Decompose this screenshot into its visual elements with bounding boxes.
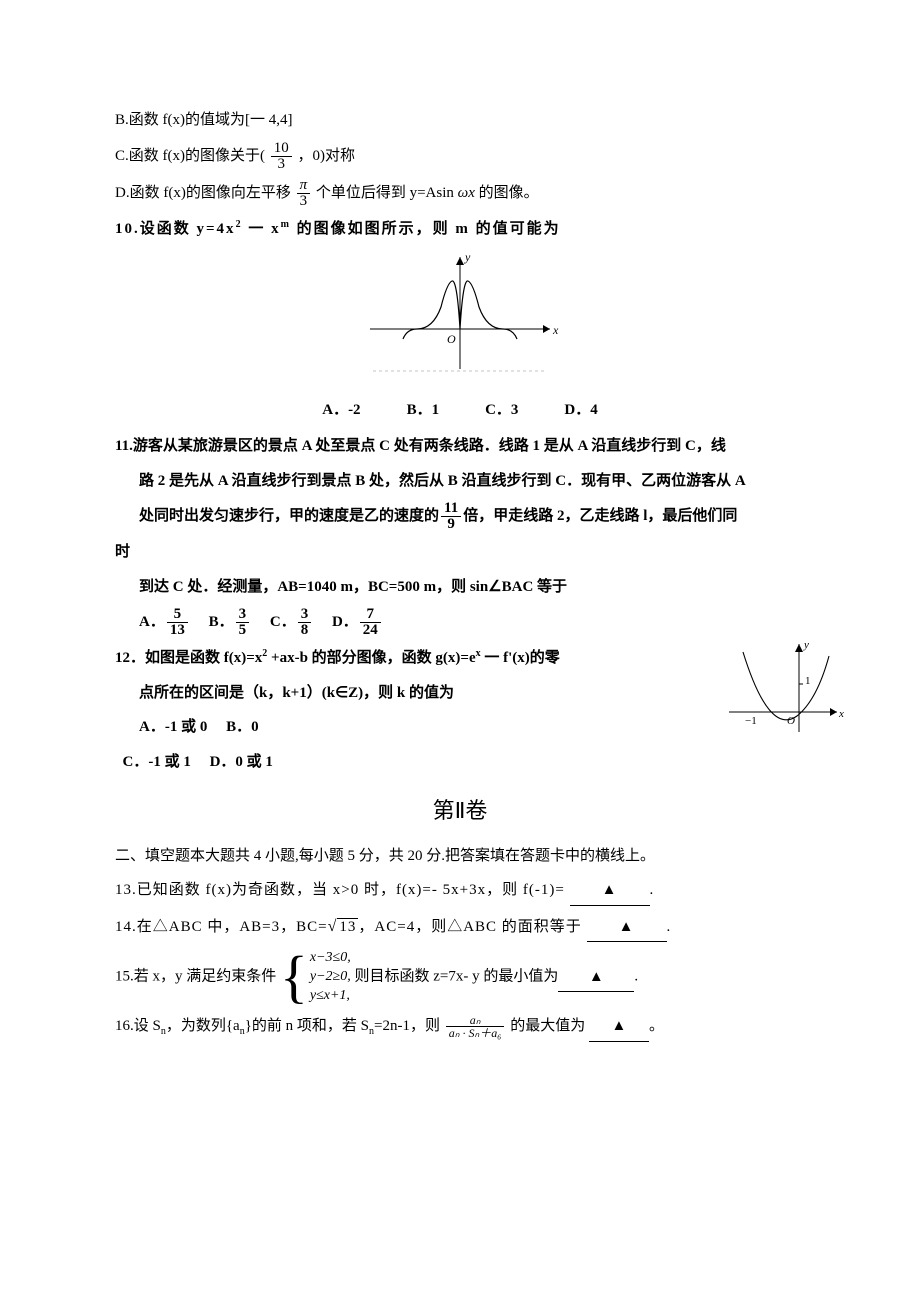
- fraction: π 3: [297, 178, 311, 209]
- svg-text:1: 1: [805, 675, 811, 687]
- q11-line4: 时: [115, 538, 805, 567]
- q10-choices: A．-2 B．1 C．3 D．4: [115, 396, 805, 425]
- q12-choices-ab: A．-1 或 0 B．0: [115, 713, 805, 742]
- q10-b: B．1: [407, 396, 440, 425]
- constraint-system: { x−3≤0, y−2≥0, y≤x+1,: [280, 948, 351, 1006]
- q10-graph: x y O: [115, 249, 805, 390]
- q9-opt-d: D.函数 f(x)的图像向左平移 π 3 个单位后得到 y=Asin ωx 的图…: [115, 178, 805, 209]
- q16: 16.设 Sn，为数列{an}的前 n 项和，若 Sn=2n-1，则 aₙ aₙ…: [115, 1012, 805, 1042]
- q12-line1: 12．如图是函数 f(x)=x2 +ax-b 的部分图像，函数 g(x)=ex …: [115, 644, 805, 673]
- q15: 15.若 x，y 满足约束条件 { x−3≤0, y−2≥0, y≤x+1, 则…: [115, 948, 805, 1006]
- svg-text:O: O: [447, 332, 456, 346]
- q14: 14.在△ABC 中，AB=3，BC=√13，AC=4，则△ABC 的面积等于 …: [115, 912, 805, 943]
- svg-text:x: x: [552, 323, 559, 337]
- fraction: 10 3: [271, 141, 292, 172]
- q12-block: x y O 1 −1 12．如图是函数 f(x)=x2 +ax-b 的部分图像，…: [115, 644, 805, 742]
- svg-text:x: x: [838, 708, 844, 720]
- q11-choices: A．513 B．35 C．38 D．724: [115, 607, 805, 638]
- svg-text:O: O: [787, 715, 795, 727]
- q9-opt-c: C.函数 f(x)的图像关于( 10 3 ，0)对称: [115, 141, 805, 172]
- svg-text:y: y: [464, 250, 471, 264]
- q10-a: A．-2: [322, 396, 360, 425]
- q10-d: D．4: [564, 396, 597, 425]
- q11-line3: 处同时出发匀速步行，甲的速度是乙的速度的 11 9 倍，甲走线路 2，乙走线路 …: [115, 501, 805, 532]
- fraction: 11 9: [441, 501, 461, 532]
- fraction: aₙ aₙ · Sₙ＋a₆: [446, 1014, 505, 1039]
- q12-line2: 点所在的区间是（k，k+1）(k∈Z)，则 k 的值为: [115, 679, 805, 708]
- q11-line2: 路 2 是先从 A 沿直线步行到景点 B 处，然后从 B 沿直线步行到 C．现有…: [115, 467, 805, 496]
- q11-line1: 11.游客从某旅游景区的景点 A 处至景点 C 处有两条线路．线路 1 是从 A…: [115, 432, 805, 461]
- q12-choices-cd: C．-1 或 1 D．0 或 1: [115, 748, 805, 777]
- svg-text:−1: −1: [745, 715, 757, 727]
- section-2-intro: 二、填空题本大题共 4 小题,每小题 5 分，共 20 分.把答案填在答题卡中的…: [115, 842, 805, 871]
- section-2-title: 第Ⅱ卷: [115, 790, 805, 832]
- q12-graph: x y O 1 −1: [725, 638, 845, 749]
- q11-line5: 到达 C 处．经测量，AB=1040 m，BC=500 m，则 sin∠BAC …: [115, 573, 805, 602]
- q13: 13.已知函数 f(x)为奇函数，当 x>0 时，f(x)=- 5x+3x，则 …: [115, 876, 805, 906]
- svg-text:y: y: [803, 639, 809, 651]
- q9-opt-b: B.函数 f(x)的值域为[一 4,4]: [115, 106, 805, 135]
- q10-c: C．3: [485, 396, 518, 425]
- q10-stem: 10.设函数 y=4x2 一 xm 的图像如图所示，则 m 的值可能为: [115, 215, 805, 244]
